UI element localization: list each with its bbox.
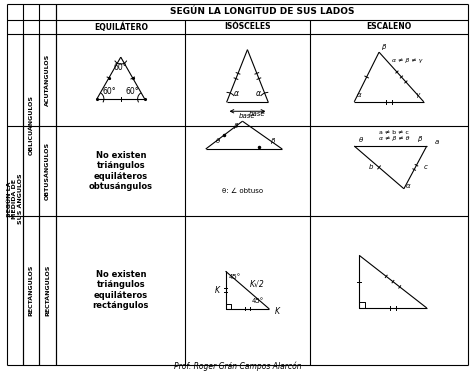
Text: α: α <box>357 92 362 98</box>
Text: α: α <box>234 89 239 98</box>
Text: a: a <box>435 139 439 145</box>
Text: EQUILÁTERO: EQUILÁTERO <box>94 22 148 32</box>
Text: α ≠ β ≠ θ: α ≠ β ≠ θ <box>379 135 409 141</box>
Text: RECTÁNGULOS: RECTÁNGULOS <box>29 264 34 316</box>
Text: base: base <box>249 111 266 117</box>
Text: β: β <box>381 44 385 50</box>
Text: 45°: 45° <box>228 274 241 280</box>
Text: 45°: 45° <box>251 298 264 304</box>
Text: No existen
triángulos
equiláteros
rectángulos: No existen triángulos equiláteros rectán… <box>92 270 149 310</box>
Text: θ: θ <box>216 138 220 144</box>
Text: α: α <box>406 183 410 189</box>
Text: θ: θ <box>359 137 363 143</box>
Text: β: β <box>270 138 274 144</box>
Text: β: β <box>417 136 421 142</box>
Text: K: K <box>275 307 280 317</box>
Text: base: base <box>239 113 256 119</box>
Text: ACUTÁNGULOS: ACUTÁNGULOS <box>45 54 50 106</box>
Text: γ: γ <box>416 92 420 98</box>
Text: K√2: K√2 <box>250 280 265 289</box>
Text: β: β <box>233 123 238 129</box>
Text: ESCALENO: ESCALENO <box>366 22 411 31</box>
Text: θ: ∠ obtuso: θ: ∠ obtuso <box>222 188 263 194</box>
Text: c: c <box>423 164 427 170</box>
Text: OBLICUÁNGULOS: OBLICUÁNGULOS <box>29 95 34 155</box>
Text: K: K <box>215 286 220 295</box>
Text: OBTUSÁNGULOS: OBTUSÁNGULOS <box>45 142 50 200</box>
Text: No existen
triángulos
equiláteros
obtusángulos: No existen triángulos equiláteros obtusá… <box>89 151 153 191</box>
Text: Prof. Roger Grán Campos Alarcón: Prof. Roger Grán Campos Alarcón <box>173 362 301 371</box>
Text: ISÓSCELES: ISÓSCELES <box>224 22 271 31</box>
Text: SEGÚN LA LONGITUD DE SUS LADOS: SEGÚN LA LONGITUD DE SUS LADOS <box>170 7 355 16</box>
Text: α: α <box>256 89 261 98</box>
Text: SEGÚN LA
MEDIDA DE
SUS ÁNGULOS: SEGÚN LA MEDIDA DE SUS ÁNGULOS <box>7 174 23 224</box>
Text: RECTÁNGULOS: RECTÁNGULOS <box>45 264 50 316</box>
Text: 60°: 60° <box>102 87 116 96</box>
Text: α ≠ β ≠ γ: α ≠ β ≠ γ <box>392 58 422 62</box>
Text: 60°: 60° <box>114 62 128 71</box>
Text: a ≠ b ≠ c: a ≠ b ≠ c <box>379 129 409 135</box>
Text: 60°: 60° <box>126 87 139 96</box>
Text: b: b <box>369 164 374 170</box>
